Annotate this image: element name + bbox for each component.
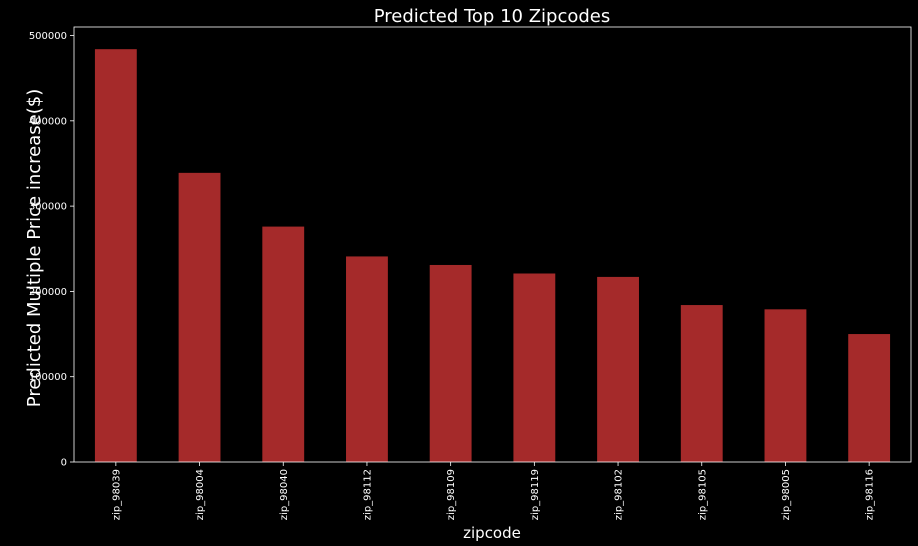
x-tick-label: zip_98102 <box>614 469 625 520</box>
y-axis-title: Predicted Multiple Price increase($) <box>24 89 45 407</box>
x-tick-label: zip_98116 <box>865 469 876 520</box>
x-tick-label: zip_98039 <box>111 469 122 520</box>
y-tick-label: 100000 <box>29 372 67 383</box>
plot-area: 0 100000 200000 300000 400000 500000 zip_98039… <box>29 26 912 520</box>
x-tick-label: zip_98105 <box>697 469 708 520</box>
bar-zip_98105 <box>680 305 723 462</box>
x-tick-label: zip_98005 <box>781 469 792 520</box>
bar-zip_98112 <box>346 256 388 462</box>
bar-zip_98005 <box>764 309 807 462</box>
bar-zip_98039 <box>94 49 137 462</box>
bar-zip_98004 <box>178 172 221 462</box>
x-tick-label: zip_98004 <box>195 469 206 520</box>
bar-zip_98102 <box>597 276 639 462</box>
bar-zip_98119 <box>513 273 556 462</box>
bar-zip_98040 <box>262 226 305 462</box>
bar-zip_98116 <box>848 334 891 462</box>
y-tick-label: 0 <box>61 458 67 469</box>
plot-frame <box>73 26 912 463</box>
chart-title: Predicted Top 10 Zipcodes <box>374 6 611 27</box>
y-tick-label: 400000 <box>29 116 67 127</box>
y-tick-label: 300000 <box>29 202 67 213</box>
x-tick-label: zip_98119 <box>530 469 541 520</box>
bar-zip_98109 <box>429 264 472 462</box>
x-tick-label: zip_98040 <box>279 469 290 520</box>
x-tick-label: zip_98112 <box>362 469 373 520</box>
x-axis-title: zipcode <box>463 524 521 542</box>
y-tick-label: 200000 <box>29 287 67 298</box>
x-tick-label: zip_98109 <box>446 469 457 520</box>
y-tick-label: 500000 <box>29 31 67 42</box>
